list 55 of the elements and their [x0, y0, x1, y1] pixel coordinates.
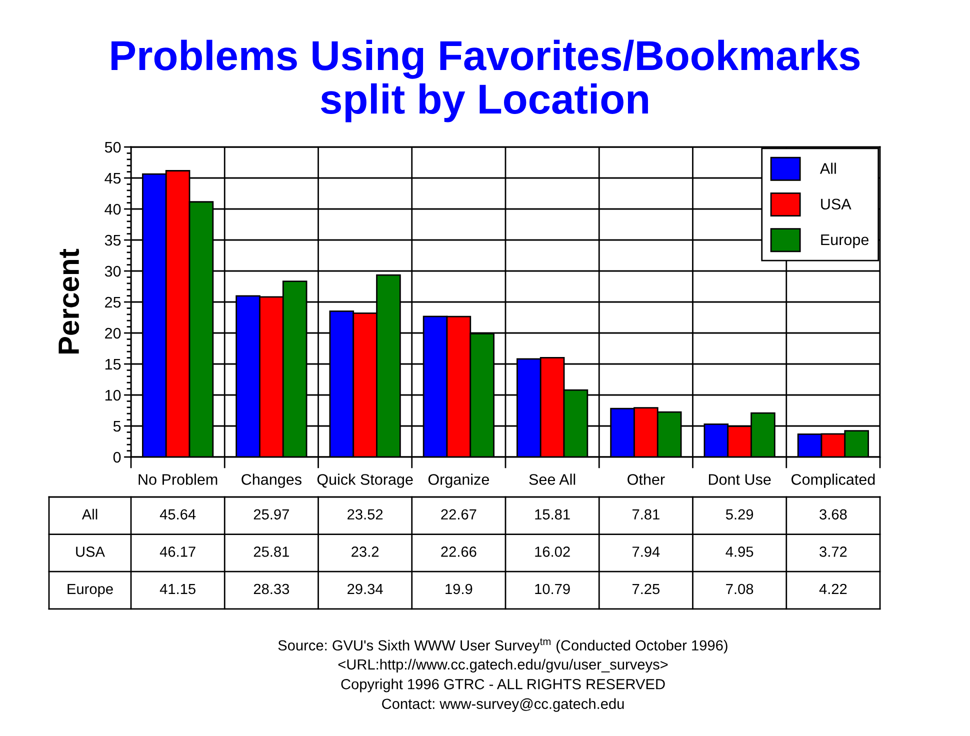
y-axis-title: Percent	[58, 248, 80, 354]
data-label: 10.79	[535, 584, 570, 594]
legend-label: All	[820, 162, 836, 174]
data-label: 23.2	[352, 546, 379, 557]
data-label: 29.34	[348, 584, 383, 594]
data-label: 7.94	[632, 546, 660, 557]
data-label: 5.29	[726, 509, 754, 520]
data-label: 3.68	[820, 509, 847, 520]
y-tick-label: 0	[113, 452, 121, 463]
y-tick-label: 15	[105, 359, 121, 370]
data-label: 4.22	[819, 584, 847, 594]
data-label: 46.17	[160, 546, 196, 557]
text: Copyright 1996 GTRC - ALL RIGHTS RESERVED	[341, 678, 665, 692]
y-tick-label: 40	[104, 204, 121, 215]
legend-label: Europe	[821, 234, 869, 248]
data-label: 16.02	[535, 546, 570, 557]
x-tick-label: Other	[628, 474, 665, 485]
x-tick-label: See All	[529, 474, 576, 485]
text: Contact: www-survey@cc.gatech.edu	[382, 698, 624, 712]
data-label: 4.95	[726, 546, 754, 557]
y-tick-label: 45	[104, 173, 121, 184]
data-label: 25.81	[254, 546, 289, 557]
data-label: 3.72	[820, 546, 847, 557]
text: USA	[76, 546, 105, 557]
text: Europe	[68, 584, 113, 598]
y-tick-label: 50	[104, 142, 121, 153]
data-label: 22.66	[441, 546, 476, 557]
data-label: 28.33	[254, 584, 290, 594]
data-label: 23.52	[348, 509, 383, 520]
x-tick-label: Complicated	[792, 474, 875, 488]
y-tick-label: 30	[104, 266, 121, 277]
x-tick-label: Quick Storage	[317, 474, 413, 488]
data-label: 7.25	[632, 584, 660, 594]
data-label: 25.97	[254, 509, 289, 520]
data-label: 22.67	[441, 509, 476, 520]
y-tick-label: 5	[113, 421, 121, 432]
source-note: Source: GVU's Sixth WWW User Survey$^{tm}$ (Conducted October 1996)	[278, 638, 728, 654]
chart-title: Problems Using Favorites/Bookmarks split by Location	[112, 40, 860, 122]
data-label: 15.81	[535, 509, 570, 520]
text: All	[82, 508, 98, 520]
y-tick-label: 25	[105, 296, 121, 308]
y-tick-label: 35	[104, 234, 121, 246]
data-label: 7.08	[726, 584, 754, 594]
x-tick-label: Changes	[242, 474, 302, 488]
y-tick-label: 20	[105, 328, 121, 339]
text: <URL:http://www.cc.gatech.edu/gvu/user_surveys>	[338, 658, 668, 672]
y-tick-label: 10	[105, 390, 121, 401]
data-label: 41.15	[160, 584, 196, 594]
legend-label: USA	[821, 198, 852, 210]
x-tick-label: Organize	[428, 474, 490, 488]
data-label: 19.9	[446, 584, 472, 594]
data-label: 45.64	[160, 509, 196, 520]
x-tick-label: Dont Use	[708, 474, 771, 485]
x-tick-label: No Problem	[138, 474, 218, 485]
data-label: 7.81	[632, 509, 660, 520]
